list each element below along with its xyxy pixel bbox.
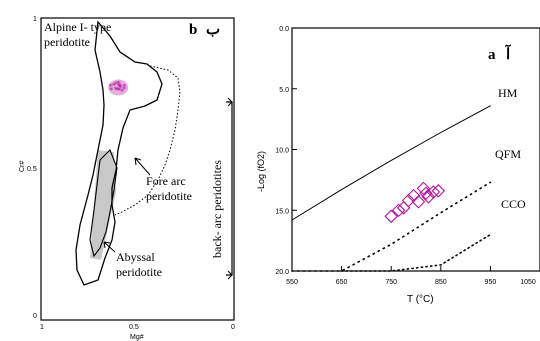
field-label-forearc-line2: peridotite [146, 189, 192, 203]
b-ytick-05: 0.5 [27, 166, 37, 173]
data-point [421, 190, 436, 204]
field-label-backarc: back- arc peridotites [210, 160, 224, 258]
panel-a-points [384, 181, 446, 224]
b-xtick-05: 0.5 [129, 324, 139, 331]
field-label-abyssal-line2: peridotite [116, 265, 162, 279]
buffer-line-hm [291, 105, 491, 221]
field-label-forearc-line1: Fore arc [146, 174, 186, 188]
b-ylabel: Cr# [19, 161, 26, 172]
data-point [431, 184, 446, 198]
a-xtick-label: 750 [385, 279, 397, 286]
sample-marker: * [115, 86, 119, 95]
sample-marker: * [114, 80, 118, 89]
alpine-field-outline [75, 20, 163, 286]
buffer-line-cco [340, 233, 492, 272]
abyssal-field-outline [89, 149, 118, 258]
sample-marker: * [112, 82, 116, 91]
field-label-alpine-line2: peridotite [44, 35, 90, 49]
data-point [406, 188, 421, 203]
panel-a-label-alt: آ [505, 44, 512, 63]
panel-a-label: a [488, 47, 496, 63]
backarc-arrow-bottom [227, 270, 233, 280]
panel-a-buffers [291, 105, 492, 272]
field-label-abyssal-line1: Abyssal [116, 250, 155, 264]
sample-marker: * [118, 83, 122, 92]
data-point [416, 181, 431, 196]
backarc-arrow-top [227, 97, 233, 107]
b-xtick-0: 0 [231, 324, 235, 331]
data-point [391, 203, 406, 218]
a-xtick-label: 650 [336, 279, 348, 286]
a-xlabel: T (°C) [407, 294, 434, 305]
sample-marker: * [122, 85, 126, 94]
data-point [384, 209, 398, 224]
buffer-label-hm: HM [498, 86, 518, 100]
data-point [401, 193, 416, 208]
a-ytick-label: 15.0 [275, 208, 289, 215]
sample-marker: * [120, 87, 124, 96]
panel-a: 0.0 5.0 10.0 15.0 20.0 550 650 750 850 950 1050 a… [256, 26, 540, 305]
a-ylabel: -Log (fO2) [256, 151, 266, 192]
data-point [411, 194, 426, 209]
sample-marker: * [117, 80, 121, 89]
panel-a-y-ticks: 0.0 5.0 10.0 15.0 20.0 [275, 26, 297, 276]
sample-marker: * [118, 83, 122, 92]
a-ytick-label: 0.0 [279, 26, 289, 33]
a-ytick-label: 10.0 [275, 148, 289, 155]
panel-b-label-alt: ب [206, 22, 220, 38]
buffer-line-qfm [291, 181, 492, 272]
abyssal-field-fill [90, 150, 116, 260]
data-point [419, 186, 433, 201]
abyssal-pointer [103, 241, 116, 253]
a-ytick-label: 20.0 [275, 269, 289, 276]
a-xtick-label: 1050 [520, 279, 536, 286]
forearc-pointer [134, 157, 151, 176]
a-xtick-label: 950 [485, 279, 497, 286]
sample-marker: * [122, 82, 126, 91]
a-xtick-label: 850 [435, 279, 447, 286]
buffer-label-qfm: QFM [495, 147, 521, 161]
sample-cluster [108, 79, 129, 96]
panel-a-x-ticks: 550 650 750 850 950 1050 [286, 266, 540, 286]
sample-marker: * [109, 86, 113, 95]
panel-b-samples: ***** ***** *** * [108, 79, 129, 96]
b-ytick-1: 1 [33, 16, 37, 23]
sample-marker: * [117, 82, 121, 91]
sample-marker: * [114, 85, 118, 94]
b-xtick-1: 1 [40, 324, 44, 331]
panel-b-label: b [189, 22, 197, 38]
b-ytick-0: 0 [33, 313, 37, 320]
a-ytick-label: 5.0 [279, 87, 289, 94]
b-xlabel: Mg# [130, 334, 144, 341]
field-label-alpine-line1: Alpine I- type [44, 20, 111, 34]
sample-marker: * [117, 86, 121, 95]
backarc-bracket [226, 101, 233, 276]
a-xtick-label: 550 [286, 279, 298, 286]
data-point [426, 185, 441, 199]
sample-marker: * [109, 82, 113, 91]
panel-b: ***** ***** *** * Alpine I- type peridotite… [19, 16, 235, 341]
panel-b-frame [40, 17, 235, 321]
buffer-label-cco: CCO [501, 197, 526, 211]
